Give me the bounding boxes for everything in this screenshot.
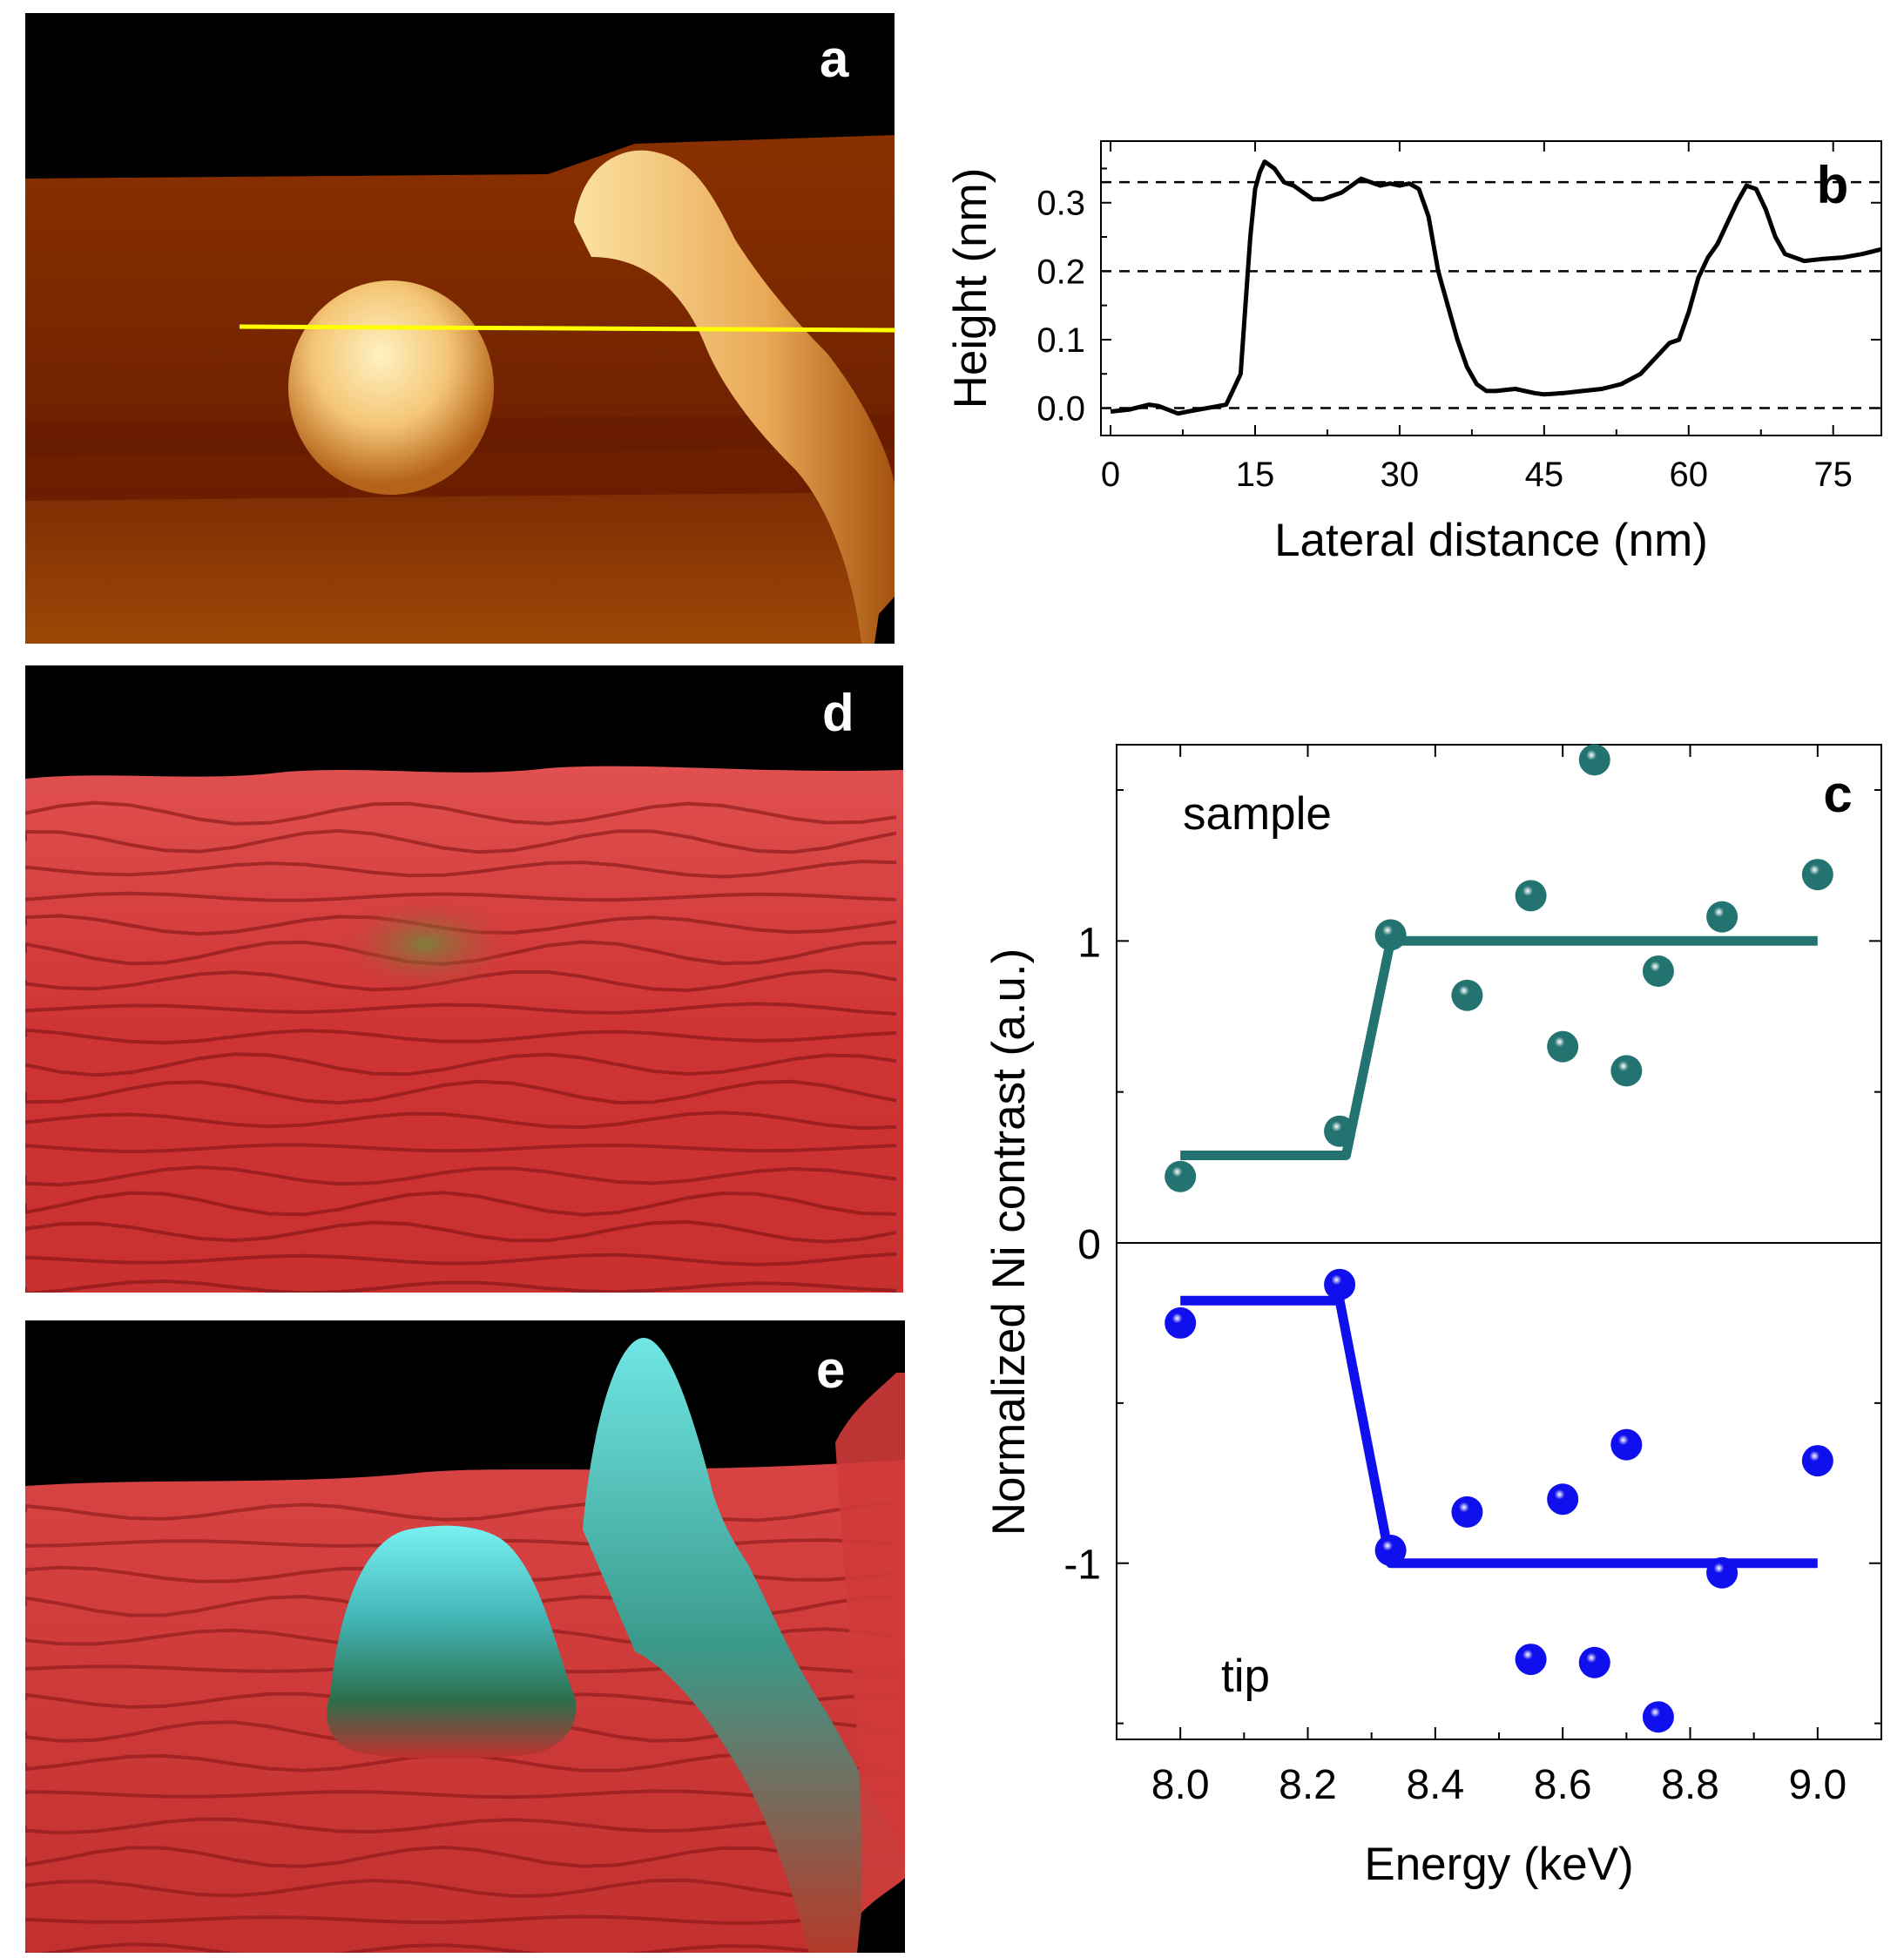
panel-a-afm-image: a: [25, 13, 895, 644]
chart-c-sample-point: [1165, 1160, 1197, 1192]
chart-b-xtick-label: 30: [1381, 456, 1420, 494]
panel-e-surface-map: e: [25, 1320, 905, 1953]
chart-c-tip-point: [1801, 1445, 1833, 1477]
surface-ripple: [25, 1279, 897, 1293]
chart-b-xtick-label: 60: [1670, 456, 1709, 494]
chart-b-ytick-label: 0.1: [1036, 321, 1085, 360]
chart-b-series-line: [1110, 159, 1882, 416]
chart-b-frame: [1100, 140, 1882, 436]
surface-ripple: [25, 1052, 897, 1077]
chart-b-xlabel: Lateral distance (nm): [1274, 515, 1708, 566]
chart-c-points: [1165, 744, 1833, 1733]
chart-c-sample-fit: [1180, 935, 1818, 1160]
chart-b-axes-box: [1100, 140, 1882, 436]
surface-ripple: [25, 800, 897, 826]
chart-c-fit-lines: [1180, 935, 1818, 1569]
surface-map-d: [25, 665, 903, 1293]
surface-ripple: [25, 1942, 853, 1953]
surface-ripple: [25, 1502, 897, 1523]
surface-ripple: [25, 828, 897, 854]
chart-c-tip-point: [1706, 1556, 1739, 1589]
chart-c-tip-point: [1578, 1646, 1610, 1678]
surface-ripple: [25, 1079, 897, 1105]
chart-c-sample-point: [1801, 859, 1833, 891]
chart-c-xlabel: Energy (keV): [1364, 1839, 1633, 1890]
panel-letter-c: c: [1823, 765, 1852, 823]
surface-map-e: [25, 1320, 905, 1953]
surface-ripple: [25, 1002, 897, 1016]
surface-ripple: [25, 1143, 897, 1154]
chart-c-xtick-label: 8.6: [1534, 1762, 1592, 1808]
chart-c-sample-point: [1706, 901, 1739, 933]
chart-c-sample-point: [1374, 919, 1407, 951]
chart-b-ylabel: Height (nm): [945, 168, 996, 409]
surface-ripple: [25, 1845, 897, 1868]
chart-c-tip-point: [1165, 1306, 1197, 1339]
panel-letter-a: a: [820, 30, 849, 88]
chart-b-ytick-label: 0.0: [1036, 390, 1085, 429]
chart-c-axes-box: [1116, 744, 1882, 1740]
chart-c-frame: [1116, 744, 1882, 1740]
surface-ripple: [25, 1165, 897, 1187]
chart-c-xtick-label: 8.8: [1661, 1762, 1719, 1808]
surface-ripple: [25, 1789, 897, 1800]
chart-b-xtick-label: 15: [1236, 456, 1275, 494]
chart-b-ytick-label: 0.2: [1036, 253, 1085, 291]
chart-b-line: [1110, 159, 1882, 416]
chart-c-tip-point: [1610, 1428, 1643, 1461]
surface-ripple: [25, 1111, 897, 1131]
surface-ripple: [25, 1252, 897, 1266]
chart-c-tip-point: [1547, 1483, 1579, 1516]
chart-c-sample-point: [1578, 744, 1610, 776]
chart-c-ytick-label: 1: [1077, 920, 1101, 966]
chart-c-sample-point: [1515, 880, 1547, 912]
afm-topography: [25, 13, 895, 644]
chart-c-tip-point: [1324, 1268, 1356, 1300]
chart-b-xtick-label: 45: [1525, 456, 1564, 494]
chart-b-reference-lines: [1101, 180, 1881, 409]
chart-b-ytick-label: 0.3: [1036, 185, 1085, 223]
surface-ripple: [25, 1191, 897, 1217]
chart-b-ticks: 0 15 30 45 60 75 0.0 0.1 0.2 0.3: [1036, 141, 1881, 494]
chart-c-ytick-label: 0: [1077, 1222, 1101, 1268]
chart-c-tip-fit: [1180, 1295, 1818, 1569]
chart-c-sample-point: [1547, 1030, 1579, 1063]
scan-line: [239, 324, 895, 333]
panel-letter-e: e: [816, 1340, 846, 1399]
chart-c-sample-point: [1610, 1055, 1643, 1087]
chart-c-xtick-label: 8.0: [1151, 1762, 1210, 1808]
surface-ripple: [25, 860, 897, 879]
chart-c-ytick-label: -1: [1063, 1543, 1101, 1589]
chart-c-ylabel: Normalized Ni contrast (a.u.): [983, 949, 1035, 1536]
chart-c-xtick-label: 8.4: [1406, 1762, 1464, 1808]
chart-c-tip-point: [1642, 1701, 1674, 1733]
surface-ripple: [25, 1878, 897, 1900]
panel-letter-b: b: [1817, 156, 1849, 214]
chart-c-xtick-label: 8.2: [1279, 1762, 1337, 1808]
chart-c-tip-point: [1515, 1644, 1547, 1676]
chart-c-tip-point: [1451, 1496, 1483, 1528]
chart-b-xtick-label: 0: [1101, 456, 1120, 494]
chart-c-ticks: 8.0 8.2 8.4 8.6 8.8 9.0 0 1 -1: [1063, 745, 1882, 1808]
chart-c-sample-point: [1324, 1115, 1356, 1147]
chart-c-sample-label: sample: [1183, 788, 1332, 840]
surface-ripple: [25, 1028, 897, 1045]
chart-c-sample-point: [1642, 955, 1674, 987]
panel-letter-d: d: [822, 684, 854, 742]
surface-ripple: [25, 1914, 897, 1925]
chart-c-tip-label: tip: [1221, 1651, 1270, 1702]
surface-ripple: [25, 1219, 897, 1244]
surface-ripple: [25, 1817, 897, 1835]
panel-d-surface-map: d: [25, 665, 903, 1293]
chart-c-sample-point: [1451, 979, 1483, 1011]
chart-b-xtick-label: 75: [1813, 456, 1853, 494]
chart-c-tip-point: [1374, 1535, 1407, 1567]
chart-c-xtick-label: 9.0: [1788, 1762, 1847, 1808]
